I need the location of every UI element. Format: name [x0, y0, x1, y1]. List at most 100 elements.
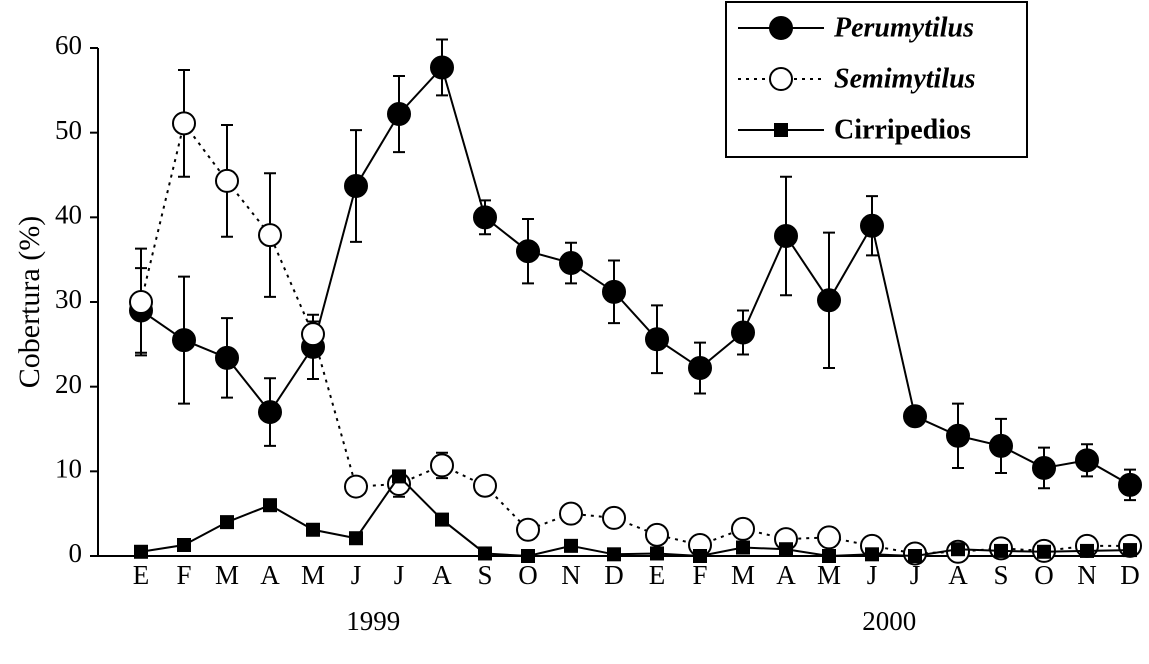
legend-marker — [769, 67, 793, 91]
x-tick-label: J — [394, 560, 405, 590]
marker — [387, 102, 411, 127]
x-tick-label: S — [477, 560, 492, 590]
marker — [989, 433, 1013, 458]
x-tick-label: N — [561, 560, 581, 590]
x-tick-label: F — [692, 560, 707, 590]
marker — [688, 356, 712, 381]
x-tick-label: D — [1120, 560, 1140, 590]
marker — [344, 474, 368, 499]
marker — [645, 327, 669, 352]
marker — [258, 223, 282, 248]
year-label: 1999 — [346, 606, 400, 636]
marker — [129, 290, 153, 314]
x-tick-label: J — [351, 560, 362, 590]
marker — [731, 516, 755, 541]
marker — [306, 522, 320, 537]
marker — [263, 498, 277, 513]
marker — [908, 549, 922, 563]
marker — [344, 174, 368, 199]
marker — [559, 251, 583, 276]
x-tick-label: F — [176, 560, 191, 590]
marker — [349, 531, 363, 546]
marker — [1118, 472, 1142, 497]
marker — [134, 544, 148, 559]
x-tick-label: D — [604, 560, 624, 590]
x-tick-label: A — [432, 560, 452, 590]
marker — [693, 549, 707, 563]
x-tick-label: M — [817, 560, 841, 590]
marker — [220, 515, 234, 530]
marker — [774, 223, 798, 248]
x-tick-label: A — [776, 560, 796, 590]
x-tick-label: M — [215, 560, 239, 590]
marker — [435, 512, 449, 527]
marker — [822, 549, 836, 563]
y-tick-label: 50 — [55, 115, 82, 145]
x-tick-label: M — [731, 560, 755, 590]
marker — [607, 547, 621, 562]
marker — [650, 546, 664, 561]
marker — [736, 540, 750, 555]
x-tick-label: O — [518, 560, 538, 590]
x-tick-label: E — [133, 560, 150, 590]
legend-label: Cirripedios — [834, 114, 971, 145]
x-tick-label: O — [1034, 560, 1054, 590]
y-axis-label: Cobertura (%) — [13, 216, 46, 388]
marker — [516, 239, 540, 264]
marker — [516, 517, 540, 542]
marker — [564, 538, 578, 553]
marker — [172, 111, 196, 136]
marker — [817, 288, 841, 313]
y-tick-label: 20 — [55, 369, 82, 399]
marker — [903, 404, 927, 429]
marker — [478, 546, 492, 561]
legend-marker — [769, 16, 793, 40]
x-tick-label: S — [993, 560, 1008, 590]
marker — [1075, 448, 1099, 473]
marker — [172, 328, 196, 353]
series-line — [140, 474, 1131, 558]
x-tick-label: M — [301, 560, 325, 590]
marker — [865, 547, 879, 562]
x-tick-label: J — [910, 560, 921, 590]
x-tick-label: N — [1077, 560, 1097, 590]
marker — [215, 345, 239, 370]
marker — [430, 453, 454, 478]
marker — [215, 168, 239, 193]
marker — [645, 522, 669, 547]
marker — [301, 322, 325, 347]
legend-label: Perumytilus — [833, 12, 974, 43]
x-tick-label: E — [649, 560, 666, 590]
y-tick-label: 40 — [55, 200, 82, 230]
marker — [177, 537, 191, 552]
marker — [258, 400, 282, 425]
marker — [430, 55, 454, 80]
marker — [946, 423, 970, 448]
y-tick-label: 30 — [55, 284, 82, 314]
marker — [602, 505, 626, 530]
marker — [860, 213, 884, 238]
marker — [1037, 544, 1051, 559]
year-label: 2000 — [862, 606, 916, 636]
marker — [951, 542, 965, 557]
marker — [1080, 543, 1094, 558]
marker — [731, 320, 755, 345]
x-tick-label: J — [867, 560, 878, 590]
marker — [392, 469, 406, 484]
marker — [1032, 455, 1056, 480]
marker — [602, 279, 626, 304]
marker — [817, 525, 841, 550]
y-tick-label: 60 — [55, 30, 82, 60]
marker — [559, 501, 583, 526]
legend-marker — [774, 123, 788, 137]
legend-label: Semimytilus — [834, 63, 976, 94]
marker — [521, 549, 535, 563]
marker — [473, 205, 497, 230]
marker — [779, 542, 793, 557]
y-tick-label: 10 — [55, 454, 82, 484]
series-line — [140, 121, 1130, 555]
marker — [994, 543, 1008, 558]
marker — [1123, 543, 1137, 558]
x-tick-label: A — [948, 560, 968, 590]
